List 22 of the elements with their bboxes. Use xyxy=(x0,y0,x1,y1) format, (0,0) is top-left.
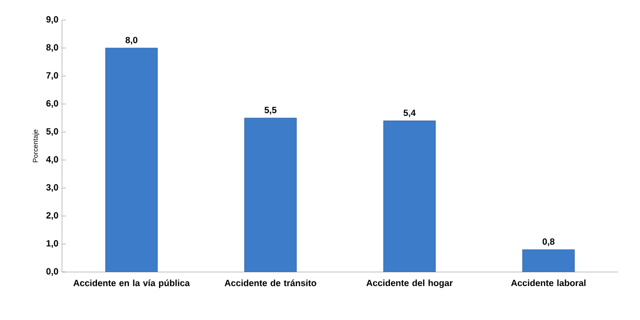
data-label: 5,5 xyxy=(264,106,276,114)
y-tick-label: 1,0 xyxy=(46,240,58,248)
y-tick-label: 6,0 xyxy=(46,100,58,108)
bar xyxy=(105,48,158,272)
bar xyxy=(244,118,297,272)
x-tick-label: Accidente laboral xyxy=(511,280,586,286)
y-tick-label: 8,0 xyxy=(46,44,58,52)
y-tick-label: 2,0 xyxy=(46,212,58,220)
data-label: 5,4 xyxy=(404,110,416,118)
y-tick-label: 5,0 xyxy=(46,128,58,136)
bar xyxy=(383,120,436,272)
y-tick-label: 4,0 xyxy=(46,156,58,164)
y-tick-label: 3,0 xyxy=(46,184,58,192)
x-tick-label: Accidente en la vía pública xyxy=(73,280,190,288)
y-tick-label: 0,0 xyxy=(46,268,58,276)
y-tick-label: 9,0 xyxy=(46,16,58,24)
bar xyxy=(522,249,575,272)
data-label: 8,0 xyxy=(126,36,138,44)
x-tick-label: Accidente de tránsito xyxy=(224,280,316,286)
data-label: 0,8 xyxy=(542,238,554,246)
x-tick-label: Accidente del hogar xyxy=(366,280,453,288)
y-tick-label: 7,0 xyxy=(46,72,58,80)
